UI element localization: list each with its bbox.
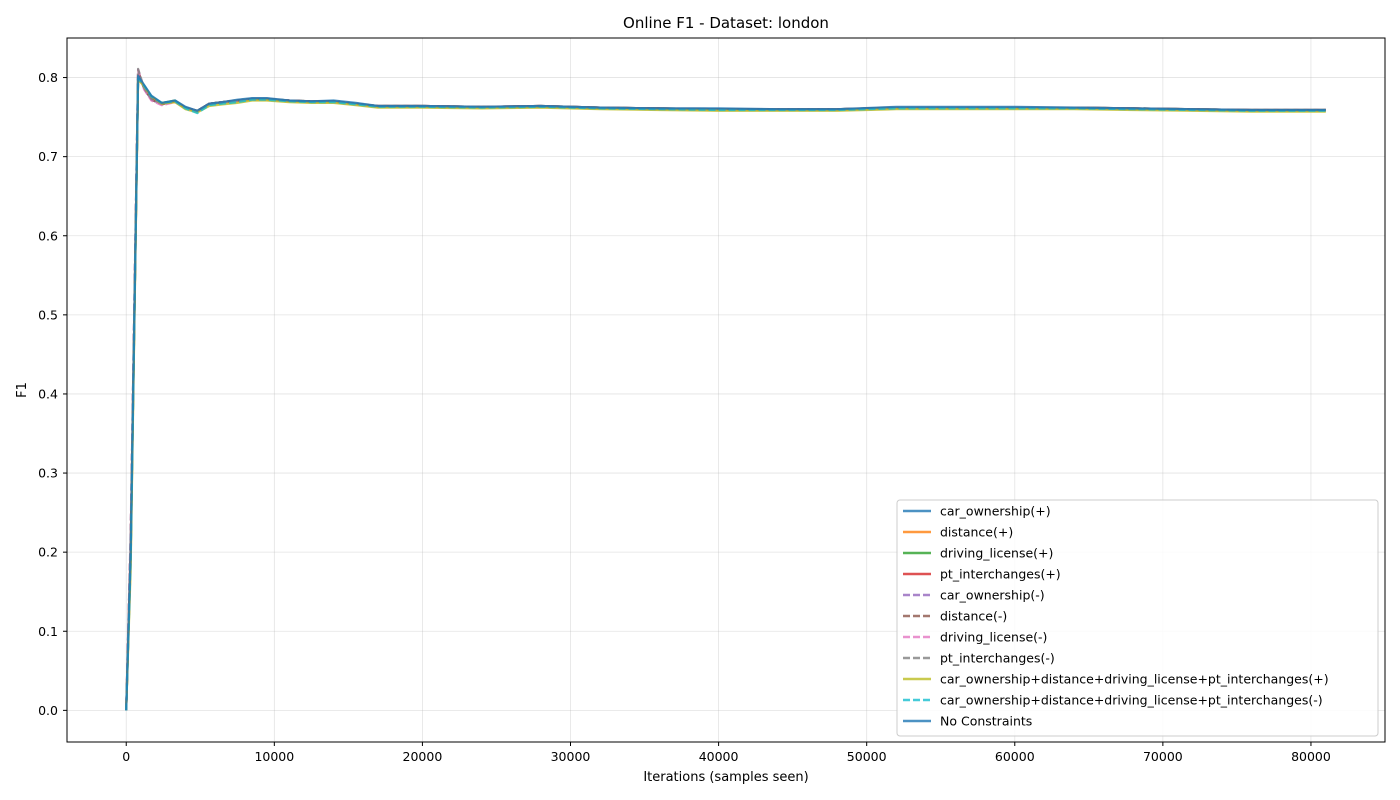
y-tick-label: 0.6: [38, 228, 58, 243]
axis-ticks: 0 10000 20000 30000 40000 50000 60000 70000 8000…: [38, 70, 1331, 764]
legend-label: car_ownership+distance+driving_license+p…: [940, 693, 1323, 708]
legend-label: driving_license(-): [940, 630, 1047, 645]
legend-frame: [896, 499, 1379, 737]
series-line-11: [125, 74, 1326, 711]
legend-label: No Constraints: [940, 714, 1032, 729]
x-tick-label: 80000: [1291, 749, 1331, 764]
y-tick-label: 0.3: [38, 466, 58, 481]
x-tick-label: 30000: [551, 749, 591, 764]
x-tick-label: 10000: [254, 749, 294, 764]
legend: car_ownership(+) distance(+) driving_licen…: [896, 499, 1379, 737]
chart-title: Online F1 - Dataset: london: [623, 14, 829, 32]
legend-label: distance(-): [940, 609, 1007, 624]
x-tick-label: 70000: [1143, 749, 1183, 764]
x-tick-label: 40000: [699, 749, 739, 764]
legend-label: distance(+): [940, 525, 1013, 540]
x-axis-label: Iterations (samples seen): [643, 770, 808, 785]
y-tick-label: 0.2: [38, 545, 58, 560]
x-tick-label: 60000: [995, 749, 1035, 764]
y-tick-label: 0.5: [38, 307, 58, 322]
y-tick-label: 0.4: [38, 386, 58, 401]
y-tick-label: 0.7: [38, 149, 58, 164]
x-tick-label: 50000: [847, 749, 887, 764]
legend-label: car_ownership+distance+driving_license+p…: [940, 672, 1329, 687]
legend-label: driving_license(+): [940, 546, 1053, 561]
x-tick-label: 20000: [403, 749, 443, 764]
series-lines: [125, 67, 1326, 711]
legend-label: pt_interchanges(+): [940, 567, 1061, 582]
y-tick-label: 0.0: [38, 703, 58, 718]
legend-label: car_ownership(-): [940, 588, 1045, 603]
y-tick-label: 0.1: [38, 624, 58, 639]
x-tick-label: 0: [122, 749, 130, 764]
plot-area-frame: [66, 37, 1386, 743]
legend-label: pt_interchanges(-): [940, 651, 1055, 666]
y-tick-label: 0.8: [38, 70, 58, 85]
legend-label: car_ownership(+): [940, 504, 1051, 519]
y-axis-label: F1: [15, 382, 30, 398]
